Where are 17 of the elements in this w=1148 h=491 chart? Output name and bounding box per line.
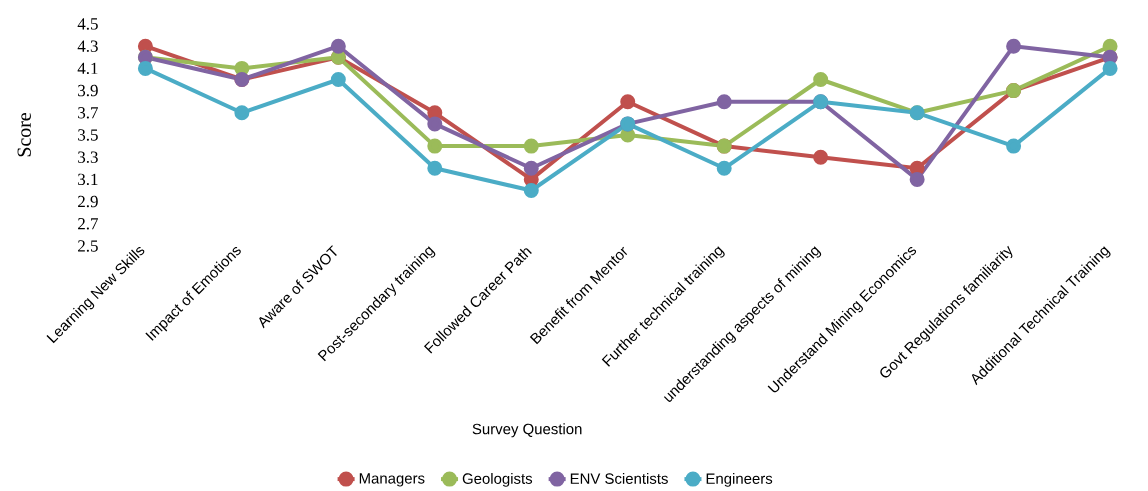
x-axis-title: Survey Question [472, 423, 582, 438]
y-tick-label: 3.7 [78, 107, 98, 119]
y-axis-title: Score [17, 113, 31, 157]
legend-label: Managers [359, 473, 425, 487]
y-tick-label: 4.5 [77, 18, 98, 30]
y-tick-label: 3.1 [78, 173, 98, 186]
legend-label: Geologists [462, 472, 533, 487]
y-tick-label: 2.9 [78, 195, 98, 208]
legend-label: Engineers [706, 472, 773, 487]
y-tick-label: 2.7 [78, 218, 98, 230]
y-tick-label: 4.3 [77, 40, 98, 52]
y-tick-label: 3.3 [78, 151, 98, 163]
y-tick-label: 2.5 [78, 240, 98, 252]
y-tick-label: 3.9 [78, 84, 98, 97]
legend-label: ENV Scientists [570, 472, 668, 484]
y-tick-label: 4.1 [77, 62, 98, 75]
y-tick-label: 3.5 [78, 129, 98, 141]
